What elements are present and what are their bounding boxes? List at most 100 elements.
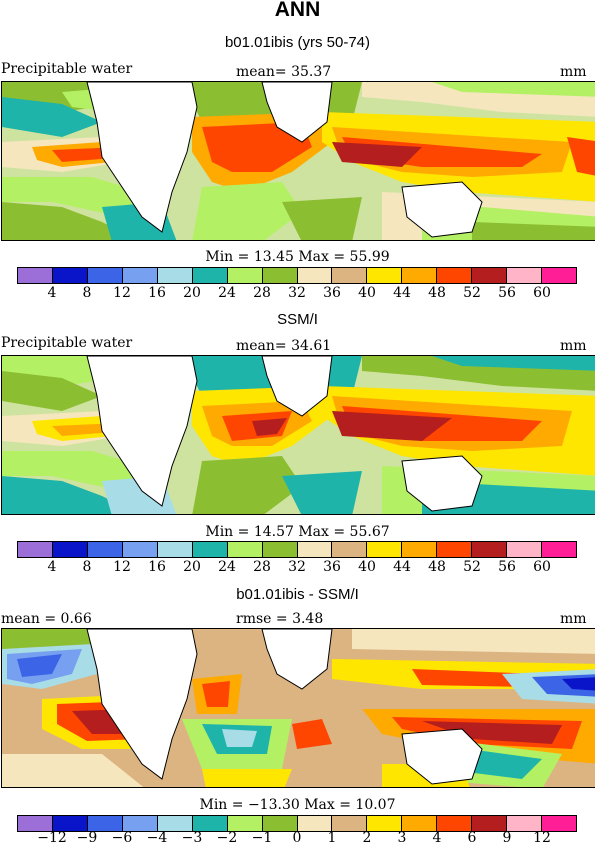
- colorbar-tick: −3: [181, 830, 203, 846]
- colorbar-swatch: [437, 816, 473, 831]
- panel-2-min-max: Min = 14.57 Max = 55.67: [205, 524, 390, 540]
- colorbar-tick: 12: [533, 830, 551, 846]
- panel-1-min-max: Min = 13.45 Max = 55.99: [205, 249, 390, 265]
- colorbar-swatch: [297, 542, 333, 557]
- colorbar-swatch: [542, 268, 576, 283]
- colorbar-swatch: [472, 268, 508, 283]
- panel-2-title: SSM/I: [277, 311, 318, 328]
- panel-3-min-max: Min = −13.30 Max = 10.07: [199, 797, 396, 813]
- colorbar-swatch: [87, 268, 123, 283]
- colorbar-tick: 52: [463, 285, 481, 301]
- panel-3-map-field: [2, 629, 595, 787]
- colorbar-tick: 36: [323, 559, 341, 575]
- colorbar-tick: 60: [533, 285, 551, 301]
- colorbar-swatch: [18, 816, 53, 831]
- colorbar-swatch: [52, 542, 88, 557]
- panel-1-map: [1, 81, 595, 241]
- colorbar-tick: 28: [253, 285, 271, 301]
- panel-1-colorbar: [17, 267, 577, 284]
- panel-3-colorbar: [17, 815, 577, 832]
- colorbar-tick: −12: [37, 830, 67, 846]
- panel-3-units-label: mm: [560, 611, 587, 627]
- colorbar-tick: 3: [397, 830, 407, 846]
- colorbar-swatch: [192, 268, 228, 283]
- panel-1-units-label: mm: [560, 64, 587, 80]
- colorbar-swatch: [262, 542, 298, 557]
- colorbar-swatch: [367, 542, 403, 557]
- colorbar-tick: 8: [82, 285, 92, 301]
- panel-1-map-field: [2, 82, 595, 240]
- panel-1-variable-label: Precipitable water: [1, 61, 133, 77]
- colorbar-swatch: [18, 542, 53, 557]
- colorbar-swatch: [437, 268, 473, 283]
- colorbar-swatch: [367, 268, 403, 283]
- panel-3-map: [1, 628, 595, 788]
- colorbar-tick: 40: [358, 285, 376, 301]
- colorbar-swatch: [332, 816, 368, 831]
- colorbar-tick: 32: [288, 559, 306, 575]
- colorbar-swatch: [262, 268, 298, 283]
- colorbar-tick: 12: [113, 285, 131, 301]
- colorbar-swatch: [262, 816, 298, 831]
- colorbar-tick: 4: [47, 559, 57, 575]
- colorbar-swatch: [52, 816, 88, 831]
- colorbar-tick: 44: [393, 285, 411, 301]
- panel-2-units-label: mm: [560, 338, 587, 354]
- colorbar-swatch: [332, 268, 368, 283]
- colorbar-swatch: [332, 542, 368, 557]
- colorbar-tick: −1: [251, 830, 273, 846]
- colorbar-swatch: [192, 542, 228, 557]
- colorbar-tick: 24: [218, 559, 236, 575]
- colorbar-tick: 48: [428, 285, 446, 301]
- colorbar-swatch: [87, 542, 123, 557]
- colorbar-tick: 48: [428, 559, 446, 575]
- colorbar-swatch: [157, 542, 193, 557]
- colorbar-tick: 0: [292, 830, 302, 846]
- panel-2-map: [1, 355, 595, 515]
- colorbar-swatch: [122, 268, 158, 283]
- panel-3-rmse-label: rmse = 3.48: [236, 611, 324, 627]
- colorbar-swatch: [472, 542, 508, 557]
- colorbar-tick: 9: [502, 830, 512, 846]
- colorbar-tick: −2: [216, 830, 238, 846]
- colorbar-swatch: [297, 268, 333, 283]
- colorbar-swatch: [402, 542, 438, 557]
- colorbar-tick: 6: [467, 830, 477, 846]
- panel-2-map-field: [2, 356, 595, 514]
- colorbar-swatch: [192, 816, 228, 831]
- colorbar-swatch: [367, 816, 403, 831]
- colorbar-swatch: [227, 816, 263, 831]
- colorbar-swatch: [472, 816, 508, 831]
- colorbar-swatch: [402, 268, 438, 283]
- colorbar-tick: 20: [183, 285, 201, 301]
- colorbar-swatch: [297, 816, 333, 831]
- panel-2-colorbar-ticks: 4 8 12 16 20 24 28 32 36 40 44 48 52 56 …: [17, 559, 577, 577]
- colorbar-tick: 56: [498, 285, 516, 301]
- colorbar-tick: 36: [323, 285, 341, 301]
- colorbar-swatch: [507, 816, 543, 831]
- colorbar-tick: 8: [82, 559, 92, 575]
- colorbar-tick: 20: [183, 559, 201, 575]
- colorbar-swatch: [18, 268, 53, 283]
- colorbar-swatch: [227, 268, 263, 283]
- panel-1-colorbar-ticks: 4 8 12 16 20 24 28 32 36 40 44 48 52 56 …: [17, 285, 577, 303]
- colorbar-tick: 40: [358, 559, 376, 575]
- colorbar-tick: −6: [111, 830, 133, 846]
- colorbar-tick: 60: [533, 559, 551, 575]
- colorbar-swatch: [542, 542, 576, 557]
- colorbar-swatch: [52, 268, 88, 283]
- panel-1-title: b01.01ibis (yrs 50-74): [224, 34, 371, 51]
- colorbar-tick: −4: [146, 830, 168, 846]
- colorbar-swatch: [507, 268, 543, 283]
- colorbar-tick: 4: [47, 285, 57, 301]
- colorbar-tick: 16: [148, 285, 166, 301]
- colorbar-tick: 2: [362, 830, 372, 846]
- panel-2-colorbar: [17, 541, 577, 558]
- colorbar-swatch: [437, 542, 473, 557]
- panel-3-colorbar-ticks: −12 −9 −6 −4 −3 −2 −1 0 1 2 3 4 6 9 12: [17, 830, 577, 848]
- panel-1-mean-label: mean= 35.37: [236, 64, 332, 80]
- colorbar-tick: 24: [218, 285, 236, 301]
- colorbar-swatch: [87, 816, 123, 831]
- colorbar-swatch: [227, 542, 263, 557]
- colorbar-tick: 4: [432, 830, 442, 846]
